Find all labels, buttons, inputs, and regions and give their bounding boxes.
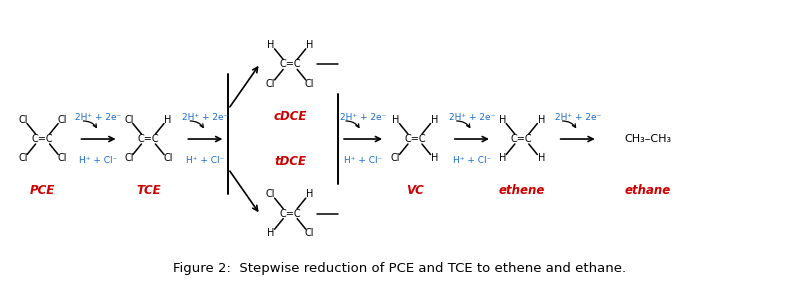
Text: C=C: C=C — [138, 134, 159, 144]
Text: H: H — [267, 40, 274, 50]
Text: Cl: Cl — [58, 154, 67, 163]
Text: H: H — [538, 154, 545, 163]
Text: 2H⁺ + 2e⁻: 2H⁺ + 2e⁻ — [75, 113, 122, 122]
Text: H: H — [392, 115, 399, 125]
Text: H: H — [498, 154, 506, 163]
Text: Cl: Cl — [18, 115, 28, 125]
Text: C=C: C=C — [32, 134, 54, 144]
Text: 2H⁺ + 2e⁻: 2H⁺ + 2e⁻ — [554, 113, 601, 122]
Text: H: H — [430, 115, 438, 125]
Text: C=C: C=C — [279, 209, 301, 219]
Text: H: H — [267, 228, 274, 238]
Text: Cl: Cl — [390, 154, 400, 163]
Text: Cl: Cl — [18, 154, 28, 163]
Text: Cl: Cl — [266, 189, 275, 199]
Text: H⁺ + Cl⁻: H⁺ + Cl⁻ — [453, 156, 491, 165]
Text: Cl: Cl — [124, 154, 134, 163]
Text: H: H — [164, 115, 171, 125]
Text: cDCE: cDCE — [274, 110, 307, 123]
Text: Cl: Cl — [266, 79, 275, 89]
Text: H⁺ + Cl⁻: H⁺ + Cl⁻ — [79, 156, 118, 165]
Text: 2H⁺ + 2e⁻: 2H⁺ + 2e⁻ — [340, 113, 386, 122]
Text: H: H — [430, 154, 438, 163]
Text: Cl: Cl — [305, 228, 314, 238]
Text: CH₃–CH₃: CH₃–CH₃ — [624, 134, 671, 144]
Text: tDCE: tDCE — [274, 155, 306, 168]
Text: H: H — [538, 115, 545, 125]
Text: Cl: Cl — [163, 154, 173, 163]
Text: C=C: C=C — [404, 134, 426, 144]
Text: Cl: Cl — [58, 115, 67, 125]
Text: VC: VC — [406, 184, 424, 197]
Text: 2H⁺ + 2e⁻: 2H⁺ + 2e⁻ — [449, 113, 495, 122]
Text: Cl: Cl — [305, 79, 314, 89]
Text: H: H — [306, 189, 314, 199]
Text: H⁺ + Cl⁻: H⁺ + Cl⁻ — [186, 156, 225, 165]
Text: Figure 2:  Stepwise reduction of PCE and TCE to ethene and ethane.: Figure 2: Stepwise reduction of PCE and … — [174, 262, 626, 275]
Text: PCE: PCE — [30, 184, 55, 197]
Text: C=C: C=C — [511, 134, 533, 144]
Text: C=C: C=C — [279, 59, 301, 69]
Text: H: H — [498, 115, 506, 125]
Text: 2H⁺ + 2e⁻: 2H⁺ + 2e⁻ — [182, 113, 229, 122]
Text: Cl: Cl — [124, 115, 134, 125]
Text: H⁺ + Cl⁻: H⁺ + Cl⁻ — [344, 156, 382, 165]
Text: ethene: ethene — [498, 184, 545, 197]
Text: ethane: ethane — [625, 184, 670, 197]
Text: H: H — [306, 40, 314, 50]
Text: TCE: TCE — [136, 184, 161, 197]
